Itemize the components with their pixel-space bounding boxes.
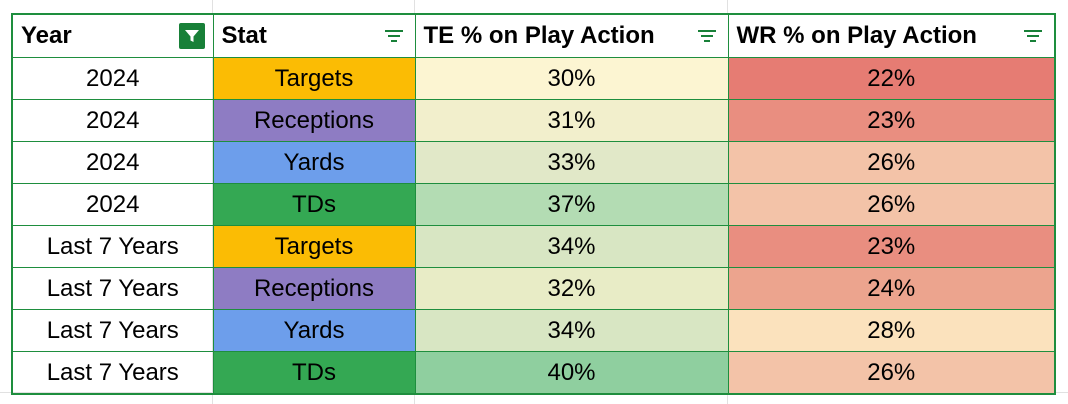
header-row: Year Stat TE % on Play Action (11, 13, 1056, 58)
sort-filter-icon[interactable] (381, 23, 407, 49)
table-row: 2024 Yards 33% 26% (11, 141, 1056, 184)
stat-cell[interactable]: Receptions (212, 267, 416, 310)
wr-percent-cell[interactable]: 28% (727, 309, 1056, 352)
te-percent-cell[interactable]: 40% (414, 351, 729, 395)
wr-percent-cell[interactable]: 22% (727, 57, 1056, 100)
stat-cell[interactable]: TDs (212, 351, 416, 395)
wr-percent-cell[interactable]: 23% (727, 225, 1056, 268)
column-header-year[interactable]: Year (11, 13, 214, 58)
year-cell[interactable]: Last 7 Years (11, 351, 214, 395)
column-header-label: Year (21, 22, 72, 49)
year-cell[interactable]: 2024 (11, 183, 214, 226)
stat-cell[interactable]: Targets (212, 57, 416, 100)
column-header-label: Stat (221, 22, 267, 49)
stat-cell[interactable]: Receptions (212, 99, 416, 142)
stat-cell[interactable]: Yards (212, 141, 416, 184)
column-header-label: TE % on Play Action (423, 22, 655, 49)
table-row: 2024 TDs 37% 26% (11, 183, 1056, 226)
column-header-te[interactable]: TE % on Play Action (414, 13, 729, 58)
table-row: 2024 Targets 30% 22% (11, 57, 1056, 100)
table-row: Last 7 Years Receptions 32% 24% (11, 267, 1056, 310)
wr-percent-cell[interactable]: 24% (727, 267, 1056, 310)
table-row: 2024 Receptions 31% 23% (11, 99, 1056, 142)
table-row: Last 7 Years Targets 34% 23% (11, 225, 1056, 268)
stat-cell[interactable]: Targets (212, 225, 416, 268)
te-percent-cell[interactable]: 30% (414, 57, 729, 100)
wr-percent-cell[interactable]: 26% (727, 183, 1056, 226)
stat-cell[interactable]: Yards (212, 309, 416, 352)
sort-filter-icon[interactable] (1020, 23, 1046, 49)
wr-percent-cell[interactable]: 26% (727, 141, 1056, 184)
te-percent-cell[interactable]: 34% (414, 309, 729, 352)
year-cell[interactable]: Last 7 Years (11, 267, 214, 310)
year-cell[interactable]: Last 7 Years (11, 225, 214, 268)
year-cell[interactable]: 2024 (11, 99, 214, 142)
table-row: Last 7 Years Yards 34% 28% (11, 309, 1056, 352)
table-row: Last 7 Years TDs 40% 26% (11, 351, 1056, 395)
te-percent-cell[interactable]: 37% (414, 183, 729, 226)
year-cell[interactable]: 2024 (11, 57, 214, 100)
stat-cell[interactable]: TDs (212, 183, 416, 226)
sort-filter-icon[interactable] (694, 23, 720, 49)
filter-icon[interactable] (178, 23, 205, 49)
column-header-wr[interactable]: WR % on Play Action (727, 13, 1056, 58)
te-percent-cell[interactable]: 32% (414, 267, 729, 310)
column-header-label: WR % on Play Action (736, 22, 977, 49)
te-percent-cell[interactable]: 33% (414, 141, 729, 184)
column-header-stat[interactable]: Stat (212, 13, 416, 58)
year-cell[interactable]: Last 7 Years (11, 309, 214, 352)
stats-table: Year Stat TE % on Play Action (11, 13, 1056, 395)
te-percent-cell[interactable]: 34% (414, 225, 729, 268)
year-cell[interactable]: 2024 (11, 141, 214, 184)
te-percent-cell[interactable]: 31% (414, 99, 729, 142)
wr-percent-cell[interactable]: 26% (727, 351, 1056, 395)
wr-percent-cell[interactable]: 23% (727, 99, 1056, 142)
